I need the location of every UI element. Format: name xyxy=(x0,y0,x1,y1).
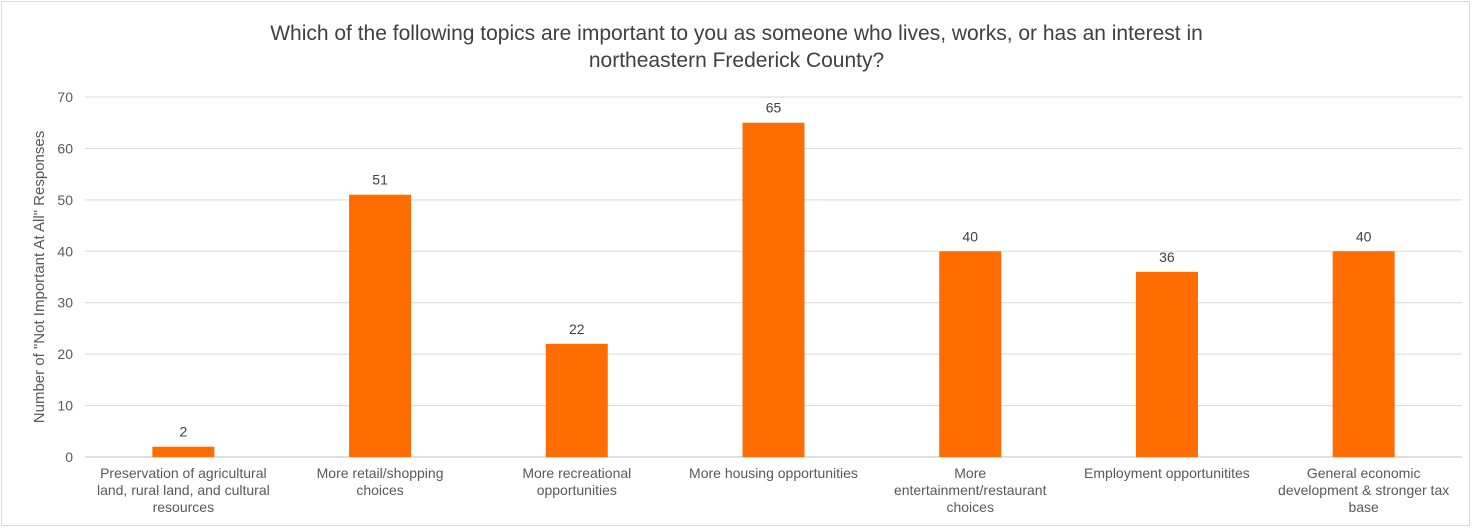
x-tick-label: entertainment/restaurant xyxy=(894,482,1047,498)
bar xyxy=(152,446,215,457)
data-label: 65 xyxy=(766,100,782,116)
x-tick-label: General economic xyxy=(1307,465,1421,481)
x-tick-label: opportunities xyxy=(537,482,617,498)
bar xyxy=(1332,251,1395,457)
y-tick-label: 20 xyxy=(57,346,73,362)
y-tick-label: 40 xyxy=(57,243,73,259)
x-tick-label: More xyxy=(954,465,986,481)
y-tick-label: 60 xyxy=(57,140,73,156)
chart-title-line-1: Which of the following topics are import… xyxy=(270,22,1203,45)
x-tick-label: resources xyxy=(153,499,214,515)
x-tick-label: Preservation of agricultural xyxy=(100,465,267,481)
x-tick-label: More retail/shopping xyxy=(317,465,444,481)
y-axis-title: Number of "Not Important At All" Respons… xyxy=(31,131,48,423)
x-tick-label: land, rural land, and cultural xyxy=(97,482,270,498)
x-tick-label: More housing opportunities xyxy=(689,465,858,481)
bar xyxy=(742,122,805,457)
bar xyxy=(939,251,1002,457)
data-label: 36 xyxy=(1159,249,1175,265)
bar xyxy=(545,343,608,457)
y-tick-label: 50 xyxy=(57,192,73,208)
y-tick-label: 10 xyxy=(57,398,73,414)
x-tick-label: Employment opportunitites xyxy=(1084,465,1250,481)
x-tick-label: choices xyxy=(356,482,403,498)
data-label: 40 xyxy=(1356,228,1372,244)
x-tick-label: choices xyxy=(946,499,993,515)
x-tick-label: development & stronger tax xyxy=(1278,482,1449,498)
chart-title-line-2: northeastern Frederick County? xyxy=(588,49,885,72)
y-tick-label: 0 xyxy=(65,449,73,465)
y-tick-label: 30 xyxy=(57,295,73,311)
bar xyxy=(349,194,412,457)
x-tick-label: More recreational xyxy=(522,465,631,481)
data-label: 22 xyxy=(569,321,585,337)
chart-title: Which of the following topics are import… xyxy=(0,20,1473,74)
data-label: 2 xyxy=(179,424,187,440)
x-tick-label: base xyxy=(1348,499,1379,515)
y-tick-label: 70 xyxy=(57,89,73,105)
data-label: 51 xyxy=(372,172,388,188)
data-label: 40 xyxy=(962,228,978,244)
bar xyxy=(1135,271,1198,457)
